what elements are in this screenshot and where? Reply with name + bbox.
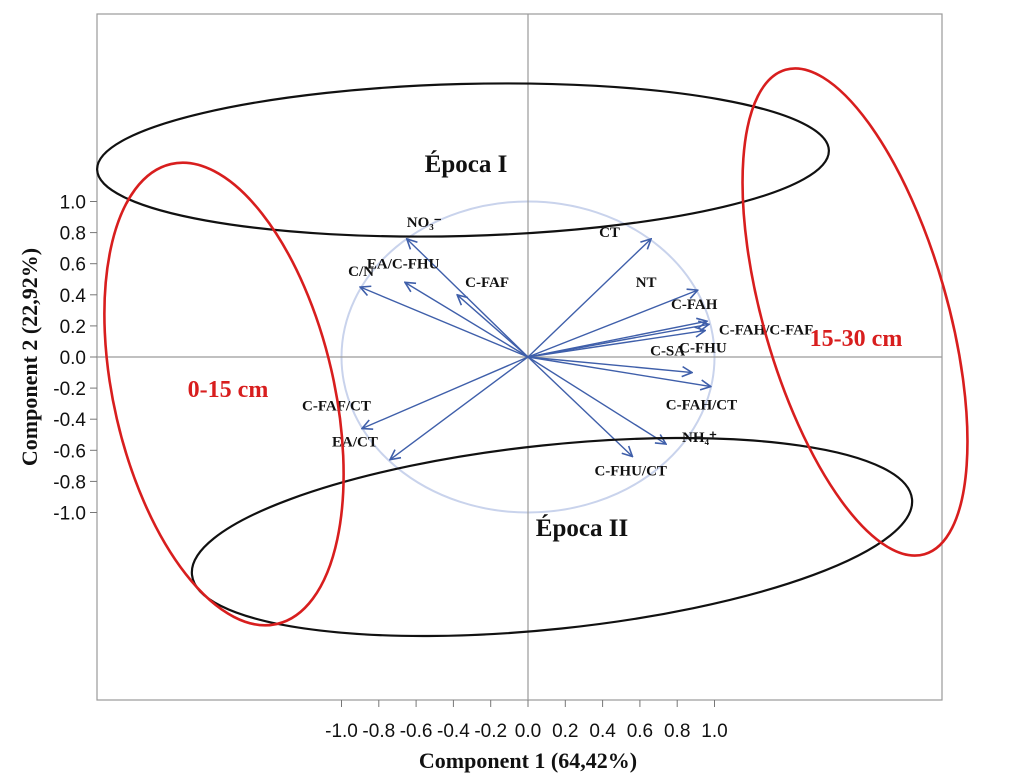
vector-label: C-FAH/CT (666, 398, 737, 414)
y-tick-label: -0.8 (53, 472, 86, 493)
vector-label: EA/C-FHU (367, 256, 440, 272)
epoca-i-ellipse (96, 82, 830, 238)
y-tick-label: 0.0 (60, 348, 86, 369)
y-tick-label: 0.4 (60, 286, 87, 307)
vector-label: EA/CT (332, 435, 378, 451)
loading-arrow (527, 290, 698, 358)
vector-label: C-FAH (671, 297, 718, 313)
loading-arrow (527, 356, 666, 444)
x-tick-label: -0.6 (400, 721, 433, 742)
x-tick-label: 1.0 (701, 721, 727, 742)
loading-arrow (527, 239, 651, 358)
x-tick-label: 0.0 (515, 721, 541, 742)
y-tick-label: 0.6 (60, 255, 86, 276)
vector-label: C-FAF (465, 275, 509, 291)
loading-arrow (390, 356, 529, 460)
loading-arrow (457, 295, 529, 358)
x-axis-title: Component 1 (64,42%) (419, 748, 637, 773)
vector-label: NT (636, 275, 657, 291)
x-tick-label: -1.0 (325, 721, 358, 742)
y-tick-label: 1.0 (60, 193, 86, 214)
vector-label: C-FAF/CT (302, 399, 371, 415)
x-tick-label: -0.8 (362, 721, 395, 742)
y-tick-label: -0.4 (53, 410, 86, 431)
loading-arrow (360, 287, 529, 358)
depth-0-15-ellipse (103, 161, 345, 627)
vector-label: C/N (348, 264, 374, 280)
vector-label: C-FHU/CT (594, 464, 667, 480)
vector-label: C-FAH/C-FAF (719, 322, 813, 338)
depth-0-15-label: 0-15 cm (188, 377, 269, 403)
depth-15-30-label: 15-30 cm (810, 326, 903, 352)
loading-arrow (405, 282, 529, 358)
x-tick-label: 0.4 (589, 721, 616, 742)
x-tick-label: 0.8 (664, 721, 690, 742)
x-tick-label: 0.6 (627, 721, 653, 742)
x-tick-label: 0.2 (552, 721, 578, 742)
loading-arrow (527, 331, 705, 358)
epoca-ii-label: Época II (536, 514, 628, 542)
y-tick-label: -0.6 (53, 441, 86, 462)
loading-arrow (527, 356, 711, 387)
epoca-ii-ellipse (190, 436, 914, 638)
y-tick-label: -1.0 (53, 504, 86, 525)
y-tick-label: 0.2 (60, 317, 86, 338)
vector-label: C-SA (650, 344, 685, 360)
vector-label: CT (599, 225, 620, 241)
x-tick-label: -0.4 (437, 721, 470, 742)
loading-arrow (527, 356, 692, 373)
loading-arrow (362, 356, 529, 429)
y-tick-label: -0.2 (53, 379, 86, 400)
loading-arrow (527, 324, 709, 358)
depth-15-30-ellipse (741, 67, 969, 557)
y-axis-title: Component 2 (22,92%) (17, 248, 42, 466)
vector-label: NO₃⁻ (407, 215, 442, 231)
x-tick-label: -0.2 (474, 721, 507, 742)
y-tick-label: 0.8 (60, 224, 86, 245)
vector-label: C-FHU (679, 341, 727, 357)
epoca-i-label: Época I (425, 150, 508, 178)
